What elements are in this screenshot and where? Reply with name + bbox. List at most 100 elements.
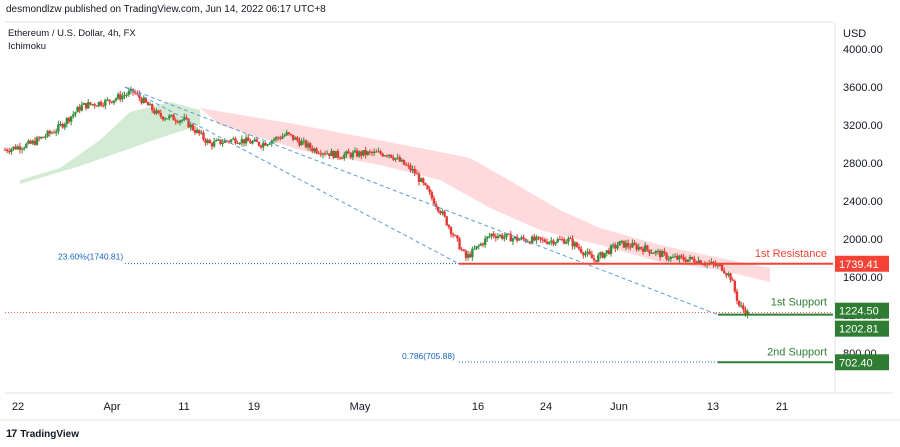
candle-body[interactable] [535,236,538,241]
candle-body[interactable] [358,151,361,157]
candle-body[interactable] [287,132,291,134]
candle-body[interactable] [116,94,120,99]
candle-body[interactable] [407,165,410,167]
candle-body[interactable] [197,129,201,134]
candle-body[interactable] [676,256,679,260]
candle-body[interactable] [626,242,630,247]
candle-body[interactable] [466,254,470,258]
candle-body[interactable] [547,241,551,244]
candle-body[interactable] [140,98,143,104]
candle-body[interactable] [176,121,180,123]
candle-body[interactable] [185,117,188,119]
candle-body[interactable] [210,143,214,147]
candle-body[interactable] [78,106,81,111]
candle-body[interactable] [368,151,372,153]
candle-body[interactable] [503,236,506,239]
candle-body[interactable] [727,273,730,276]
candle-body[interactable] [518,239,521,241]
candle-body[interactable] [112,100,116,103]
candle-body[interactable] [582,252,585,256]
candle-body[interactable] [733,280,737,292]
candle-body[interactable] [541,239,544,241]
candle-body[interactable] [552,240,555,245]
candle-body[interactable] [650,252,653,254]
candle-body[interactable] [289,133,293,135]
candle-body[interactable] [321,153,325,155]
candle-body[interactable] [505,233,508,237]
candle-body[interactable] [279,137,282,139]
candle-body[interactable] [272,139,276,141]
candle-body[interactable] [511,238,515,242]
candle-body[interactable] [426,185,429,190]
candle-body[interactable] [390,154,393,158]
candle-body[interactable] [212,141,216,147]
candle-body[interactable] [157,110,160,113]
candle-body[interactable] [571,238,574,247]
candle-body[interactable] [631,242,634,248]
candle-body[interactable] [236,143,239,145]
candle-body[interactable] [195,129,199,133]
candle-body[interactable] [338,157,342,159]
candle-body[interactable] [274,137,278,140]
candle-body[interactable] [223,140,227,143]
candle-body[interactable] [545,241,549,244]
candle-body[interactable] [101,105,105,107]
candle-body[interactable] [699,260,702,265]
candle-body[interactable] [33,140,37,145]
candle-body[interactable] [656,250,660,252]
candle-body[interactable] [202,132,205,140]
candle-body[interactable] [40,136,43,139]
candle-body[interactable] [372,151,376,154]
candle-body[interactable] [93,104,96,106]
candle-body[interactable] [746,311,749,316]
candle-body[interactable] [3,149,7,151]
candle-body[interactable] [646,245,649,250]
candle-body[interactable] [494,236,498,239]
candle-body[interactable] [362,150,365,156]
candle-body[interactable] [618,241,621,246]
candle-body[interactable] [63,123,66,128]
candle-body[interactable] [23,147,26,149]
candle-body[interactable] [614,244,617,249]
candle-body[interactable] [609,245,613,254]
candle-body[interactable] [735,291,739,301]
candle-body[interactable] [114,98,118,101]
candle-body[interactable] [722,270,726,274]
candle-body[interactable] [620,240,623,242]
candle-body[interactable] [20,148,24,150]
candle-body[interactable] [151,104,154,111]
candle-body[interactable] [8,151,11,153]
candle-body[interactable] [10,148,13,152]
candle-body[interactable] [308,143,312,149]
candle-body[interactable] [375,151,378,153]
indicator-label[interactable]: Ichimoku [8,41,47,52]
candle-body[interactable] [458,238,461,250]
candle-body[interactable] [349,153,352,158]
candle-body[interactable] [285,132,288,136]
candle-body[interactable] [255,139,259,142]
candle-body[interactable] [456,235,459,239]
candle-body[interactable] [170,114,173,116]
candle-body[interactable] [328,153,331,156]
candle-body[interactable] [641,248,645,252]
candle-body[interactable] [454,235,457,237]
candle-body[interactable] [539,237,542,240]
candle-body[interactable] [89,102,92,105]
candle-body[interactable] [57,124,60,132]
candle-body[interactable] [411,169,414,171]
candle-body[interactable] [65,118,69,124]
candle-body[interactable] [537,236,540,238]
candle-body[interactable] [347,151,350,154]
candle-body[interactable] [590,254,594,259]
candle-body[interactable] [200,132,203,134]
candle-body[interactable] [409,165,412,171]
candle-body[interactable] [148,104,152,106]
candle-body[interactable] [729,273,732,280]
candle-body[interactable] [562,239,566,244]
candle-body[interactable] [80,104,84,111]
candle-body[interactable] [172,114,175,121]
candle-body[interactable] [492,233,495,237]
candle-body[interactable] [345,151,348,155]
candle-body[interactable] [567,238,570,242]
